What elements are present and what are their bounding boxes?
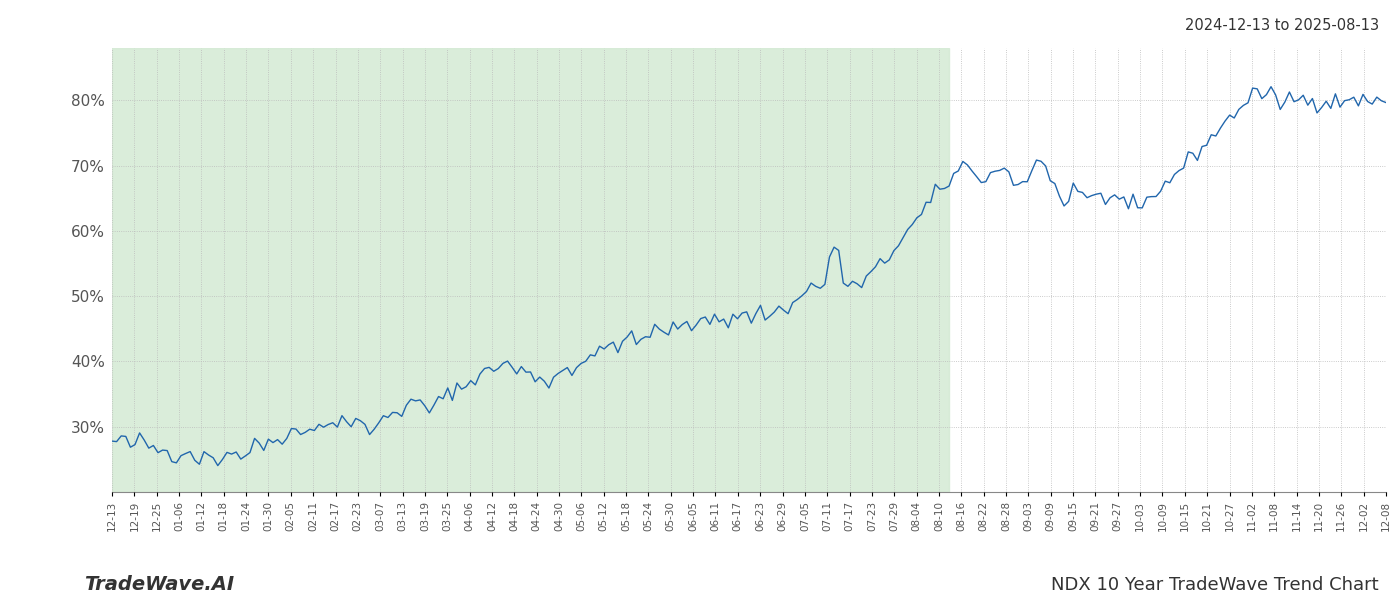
Text: NDX 10 Year TradeWave Trend Chart: NDX 10 Year TradeWave Trend Chart	[1051, 576, 1379, 594]
Bar	[112, 48, 949, 492]
Text: 2024-12-13 to 2025-08-13: 2024-12-13 to 2025-08-13	[1184, 18, 1379, 33]
Text: TradeWave.AI: TradeWave.AI	[84, 575, 234, 594]
